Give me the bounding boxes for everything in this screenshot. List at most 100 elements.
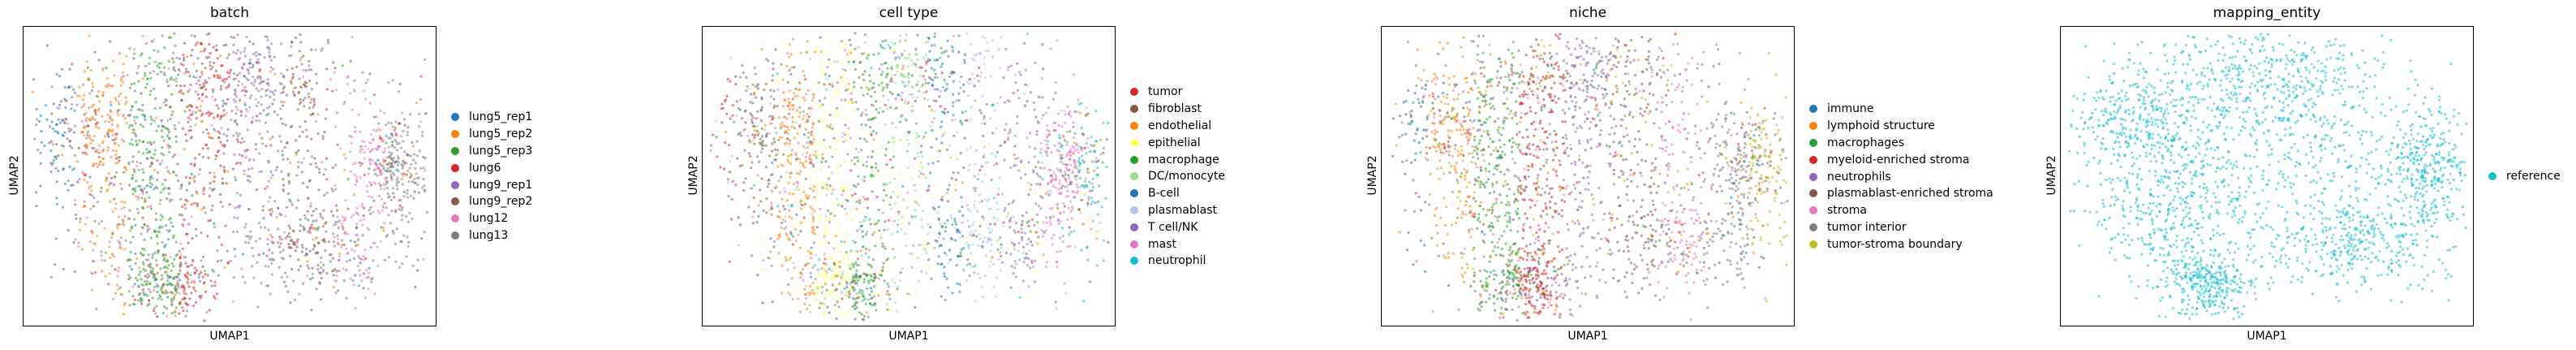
- scatter-point: [310, 68, 313, 71]
- scatter-point: [1042, 114, 1045, 117]
- scatter-point: [1064, 143, 1069, 146]
- scatter-point: [828, 255, 832, 258]
- scatter-point: [806, 146, 810, 149]
- scatter-point: [858, 227, 862, 231]
- scatter-point: [863, 33, 867, 37]
- scatter-point: [771, 115, 774, 118]
- scatter-point: [213, 75, 216, 78]
- scatter-point: [789, 72, 793, 76]
- scatter-point: [958, 290, 961, 293]
- scatter-point: [35, 123, 38, 127]
- scatter-point: [948, 248, 952, 252]
- scatter-point: [201, 275, 204, 279]
- scatter-point: [892, 177, 896, 180]
- scatter-point: [792, 235, 795, 238]
- scatter-point: [148, 140, 152, 144]
- scatter-point: [1075, 143, 1078, 146]
- scatter-point: [910, 105, 914, 108]
- scatter-point: [931, 84, 934, 88]
- scatter-point: [940, 141, 944, 145]
- scatter-point: [755, 221, 759, 224]
- scatter-point: [1048, 215, 1051, 218]
- scatter-point: [970, 230, 973, 234]
- scatter-point: [861, 111, 864, 115]
- scatter-point: [105, 67, 108, 70]
- scatter-point: [299, 224, 303, 227]
- scatter-point: [778, 210, 781, 214]
- scatter-point: [85, 216, 88, 219]
- scatter-point: [772, 62, 775, 65]
- scatter-point: [850, 261, 854, 264]
- scatter-point: [355, 226, 359, 229]
- scatter-point: [411, 180, 414, 184]
- scatter-point: [1061, 235, 1064, 238]
- scatter-point: [852, 61, 856, 64]
- scatter-point: [209, 187, 212, 190]
- scatter-point: [49, 275, 53, 279]
- scatter-point: [855, 292, 858, 296]
- scatter-point: [222, 109, 226, 112]
- scatter-point: [243, 281, 247, 284]
- scatter-point: [80, 106, 83, 109]
- scatter-point: [789, 153, 793, 157]
- scatter-point: [837, 76, 841, 79]
- scatter-point: [988, 145, 991, 148]
- scatter-point: [914, 136, 918, 140]
- scatter-point: [139, 300, 142, 303]
- scatter-point: [836, 60, 839, 63]
- scatter-point: [1066, 153, 1069, 156]
- scatter-point: [875, 309, 878, 312]
- scatter-point: [805, 151, 809, 154]
- scatter-point: [787, 237, 790, 240]
- scatter-point: [187, 241, 190, 244]
- scatter-point: [398, 266, 402, 269]
- scatter-point: [321, 137, 325, 140]
- scatter-point: [1034, 147, 1037, 150]
- scatter-point: [236, 161, 239, 164]
- scatter-point: [910, 215, 914, 218]
- scatter-point: [1087, 171, 1090, 175]
- scatter-point: [107, 84, 111, 87]
- scatter-point: [360, 279, 363, 283]
- scatter-point: [310, 309, 313, 312]
- scatter-point: [262, 109, 265, 112]
- scatter-point: [1060, 227, 1064, 230]
- scatter-point: [842, 188, 845, 191]
- scatter-point: [772, 245, 776, 248]
- scatter-point: [257, 171, 261, 174]
- scatter-point: [854, 318, 857, 321]
- scatter-point: [788, 192, 791, 196]
- scatter-point: [815, 170, 818, 173]
- scatter-point: [847, 290, 851, 293]
- scatter-point: [61, 119, 64, 122]
- scatter-point: [315, 227, 318, 230]
- scatter-point: [840, 276, 843, 279]
- scatter-point: [886, 227, 889, 231]
- scatter-point: [350, 136, 354, 139]
- scatter-point: [724, 130, 728, 134]
- scatter-point: [360, 139, 363, 142]
- scatter-point: [1062, 210, 1065, 214]
- scatter-point: [141, 103, 144, 106]
- scatter-point: [793, 266, 796, 270]
- scatter-point: [243, 169, 246, 172]
- scatter-point: [122, 75, 125, 78]
- scatter-point: [1002, 224, 1005, 228]
- scatter-point: [1030, 259, 1034, 262]
- scatter-point: [1008, 210, 1011, 214]
- scatter-point: [86, 134, 89, 137]
- scatter-point: [1077, 159, 1081, 162]
- scatter-point: [910, 266, 914, 269]
- scatter-point: [316, 268, 320, 271]
- scatter-point: [880, 271, 884, 274]
- scatter-point: [864, 123, 867, 127]
- scatter-point: [213, 225, 217, 229]
- scatter-point: [743, 110, 746, 113]
- scatter-point: [1072, 125, 1075, 128]
- scatter-point: [375, 163, 378, 166]
- scatter-point: [35, 107, 38, 111]
- scatter-point: [144, 269, 147, 272]
- scatter-point: [1075, 191, 1078, 194]
- scatter-point: [975, 210, 979, 214]
- scatter-point: [870, 266, 873, 269]
